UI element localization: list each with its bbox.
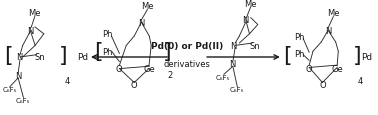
Text: C₆F₅: C₆F₅ bbox=[229, 87, 244, 93]
Text: Ph: Ph bbox=[102, 47, 112, 56]
Text: Ph: Ph bbox=[294, 32, 305, 41]
Text: O: O bbox=[115, 65, 122, 73]
Text: Pd: Pd bbox=[77, 53, 88, 62]
Text: Sn: Sn bbox=[34, 53, 45, 62]
Text: O: O bbox=[131, 81, 138, 90]
Text: Ph: Ph bbox=[294, 50, 305, 59]
Text: O: O bbox=[319, 81, 326, 90]
Text: ]: ] bbox=[59, 45, 68, 65]
Text: Pd(0) or Pd(II): Pd(0) or Pd(II) bbox=[151, 42, 223, 50]
Text: [: [ bbox=[284, 45, 292, 65]
Text: N: N bbox=[16, 53, 22, 62]
Text: ]: ] bbox=[353, 45, 361, 65]
Text: derivatives: derivatives bbox=[164, 60, 211, 69]
Text: [: [ bbox=[5, 45, 13, 65]
Text: Sn: Sn bbox=[249, 42, 260, 50]
Text: Ge: Ge bbox=[332, 65, 344, 73]
Text: Pd: Pd bbox=[361, 53, 372, 62]
Text: 2: 2 bbox=[167, 70, 172, 79]
Text: Ge: Ge bbox=[143, 65, 155, 73]
Text: Me: Me bbox=[28, 9, 41, 18]
Text: 4: 4 bbox=[358, 76, 363, 85]
Text: N: N bbox=[138, 19, 144, 27]
Text: N: N bbox=[231, 42, 237, 50]
Text: C₆F₅: C₆F₅ bbox=[15, 97, 30, 103]
Text: C₆F₅: C₆F₅ bbox=[2, 87, 17, 93]
Text: Ph: Ph bbox=[102, 30, 112, 39]
Text: N: N bbox=[243, 16, 249, 25]
Text: ]: ] bbox=[163, 42, 171, 62]
Text: Me: Me bbox=[141, 2, 154, 11]
Text: C₆F₅: C₆F₅ bbox=[216, 74, 230, 80]
Text: N: N bbox=[15, 71, 21, 80]
Text: Me: Me bbox=[244, 0, 257, 9]
Text: N: N bbox=[325, 27, 331, 36]
Text: N: N bbox=[229, 60, 235, 69]
Text: 4: 4 bbox=[64, 76, 70, 85]
Text: O: O bbox=[305, 65, 312, 73]
Text: [: [ bbox=[94, 42, 102, 62]
Text: Me: Me bbox=[327, 9, 340, 18]
Text: N: N bbox=[27, 27, 33, 36]
